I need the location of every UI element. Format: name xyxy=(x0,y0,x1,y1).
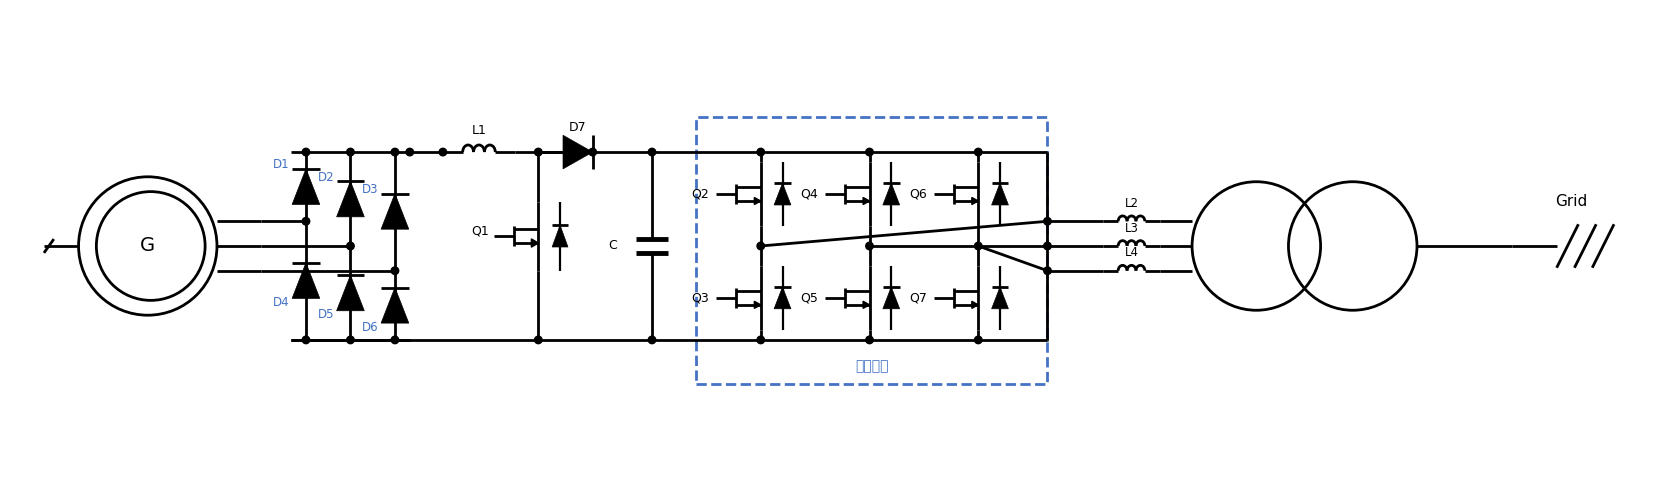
Circle shape xyxy=(975,242,982,250)
Circle shape xyxy=(407,148,413,156)
Circle shape xyxy=(866,148,873,156)
Polygon shape xyxy=(972,197,979,205)
Polygon shape xyxy=(774,287,790,309)
Text: L1: L1 xyxy=(471,124,486,137)
Text: D6: D6 xyxy=(362,321,379,333)
Circle shape xyxy=(302,336,309,344)
Circle shape xyxy=(648,336,656,344)
Text: D4: D4 xyxy=(273,296,289,309)
Circle shape xyxy=(588,148,597,156)
Circle shape xyxy=(757,336,764,344)
Circle shape xyxy=(302,148,309,156)
Polygon shape xyxy=(564,135,593,169)
Text: L4: L4 xyxy=(1124,246,1139,259)
Text: Q6: Q6 xyxy=(909,188,927,201)
Polygon shape xyxy=(972,301,979,308)
Circle shape xyxy=(757,242,764,250)
Bar xyxy=(696,117,1048,384)
Polygon shape xyxy=(754,197,760,205)
Polygon shape xyxy=(992,287,1008,309)
Circle shape xyxy=(648,148,656,156)
Circle shape xyxy=(534,336,542,344)
Polygon shape xyxy=(883,287,899,309)
Text: D7: D7 xyxy=(569,121,587,134)
Text: Q2: Q2 xyxy=(691,188,709,201)
Polygon shape xyxy=(552,225,569,247)
Circle shape xyxy=(392,148,398,156)
Polygon shape xyxy=(754,301,760,308)
Polygon shape xyxy=(293,169,319,204)
Circle shape xyxy=(347,336,354,344)
Polygon shape xyxy=(293,263,319,299)
Polygon shape xyxy=(992,183,1008,205)
Text: D3: D3 xyxy=(362,183,379,196)
Circle shape xyxy=(975,148,982,156)
Circle shape xyxy=(440,148,446,156)
Text: D5: D5 xyxy=(317,308,334,321)
Text: C: C xyxy=(608,240,617,252)
Polygon shape xyxy=(382,193,408,229)
Polygon shape xyxy=(863,197,869,205)
Circle shape xyxy=(975,336,982,344)
Text: Q4: Q4 xyxy=(800,188,818,201)
Text: L2: L2 xyxy=(1124,197,1139,210)
Text: G: G xyxy=(141,237,155,255)
Polygon shape xyxy=(774,183,790,205)
Circle shape xyxy=(1043,242,1051,250)
Circle shape xyxy=(1043,218,1051,225)
Circle shape xyxy=(866,242,873,250)
Circle shape xyxy=(1043,267,1051,274)
Circle shape xyxy=(392,267,398,274)
Circle shape xyxy=(866,336,873,344)
Polygon shape xyxy=(382,288,408,323)
Text: Grid: Grid xyxy=(1555,194,1587,209)
Polygon shape xyxy=(337,181,364,217)
Text: Q7: Q7 xyxy=(909,291,927,304)
Polygon shape xyxy=(883,183,899,205)
Circle shape xyxy=(757,148,764,156)
Text: Q3: Q3 xyxy=(691,291,709,304)
Polygon shape xyxy=(863,301,869,308)
Circle shape xyxy=(347,148,354,156)
Text: Q1: Q1 xyxy=(471,225,489,238)
Text: L3: L3 xyxy=(1124,222,1139,235)
Text: D2: D2 xyxy=(317,171,334,184)
Circle shape xyxy=(534,148,542,156)
Text: Q5: Q5 xyxy=(800,291,818,304)
Polygon shape xyxy=(337,275,364,311)
Circle shape xyxy=(392,336,398,344)
Text: 逆变电路: 逆变电路 xyxy=(855,359,889,374)
Text: D1: D1 xyxy=(273,159,289,171)
Circle shape xyxy=(302,218,309,225)
Circle shape xyxy=(347,242,354,250)
Polygon shape xyxy=(531,239,539,247)
